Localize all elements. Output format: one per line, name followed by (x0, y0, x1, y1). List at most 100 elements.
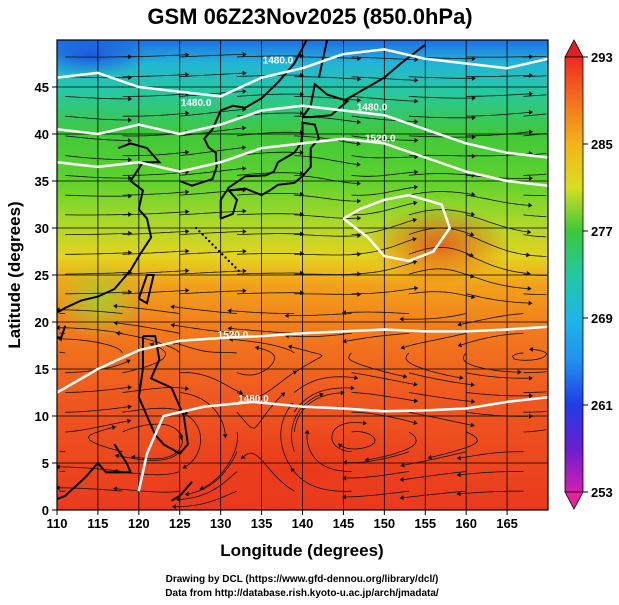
streamline (180, 471, 238, 500)
streamline (236, 372, 294, 398)
streamline (466, 372, 529, 379)
streamline (231, 310, 295, 314)
streamline-arrow (412, 259, 418, 265)
streamline-arrow (413, 381, 418, 387)
streamline-arrow (170, 304, 175, 310)
coastline (137, 335, 189, 455)
streamline-arrow (457, 321, 462, 327)
streamline (466, 392, 530, 397)
streamline (403, 471, 467, 480)
streamline-arrow (399, 316, 404, 322)
height-contours (57, 48, 548, 492)
y-tick-label: 10 (35, 409, 49, 424)
streamline-arrow (549, 292, 553, 297)
streamline (294, 175, 357, 184)
streamline (236, 292, 300, 295)
streamline (460, 471, 524, 476)
streamline-arrow (529, 175, 534, 181)
streamline (351, 96, 415, 102)
streamline-arrow (242, 248, 247, 254)
streamline (65, 115, 129, 121)
streamline (294, 135, 357, 145)
streamline-arrow (528, 91, 534, 97)
plot-area: 1480.0 1480.0 1480.0 1520.0 1520.0 1480.0 (53, 40, 553, 510)
y-axis-ticks: 0 5 10 15 20 25 30 35 40 45 (35, 80, 57, 518)
streamline (119, 333, 181, 354)
warm-core (370, 205, 510, 285)
streamline (351, 135, 415, 141)
streamline (65, 272, 129, 275)
streamline (408, 411, 471, 426)
streamline (65, 387, 129, 393)
streamline (345, 311, 409, 314)
streamline-arrow (128, 117, 133, 123)
coastline (171, 481, 193, 502)
streamline (294, 76, 358, 80)
streamline-arrow (517, 369, 522, 375)
streamline-arrow (185, 149, 190, 155)
streamline-arrow (111, 425, 117, 431)
x-tick-label: 155 (414, 516, 436, 531)
streamline-arrow (299, 91, 304, 97)
height-contour (137, 395, 548, 492)
streamline (288, 313, 352, 316)
streamline-arrow (413, 420, 418, 426)
streamline (294, 194, 358, 202)
streamline-arrow (53, 449, 57, 454)
streamline-arrow (549, 111, 553, 116)
streamline-arrow (362, 420, 368, 426)
colorbar-scale (564, 56, 584, 493)
coastline (317, 40, 329, 78)
streamline-arrow (342, 338, 347, 344)
streamline (288, 332, 352, 337)
y-tick-label: 45 (35, 80, 49, 95)
streamline-arrow (526, 270, 531, 276)
streamline-arrow (130, 454, 136, 460)
streamline (351, 56, 415, 61)
x-tick-label: 145 (333, 516, 355, 531)
streamline (116, 488, 180, 493)
streamline-arrow (128, 96, 133, 102)
streamline-arrow (529, 346, 534, 352)
island-dot (227, 259, 231, 263)
streamline (243, 452, 295, 492)
streamline (466, 411, 530, 417)
streamline-arrow (115, 330, 120, 336)
streamline-arrow (549, 214, 553, 219)
colorbar: 293 285 277 269 261 253 (564, 39, 613, 510)
streamline (122, 93, 186, 97)
x-tick-label: 150 (373, 516, 395, 531)
x-tick-label: 135 (251, 516, 273, 531)
streamline (59, 487, 123, 492)
streamline-arrow (238, 389, 244, 395)
streamline-arrow (549, 273, 553, 278)
streamline (59, 327, 123, 334)
streamline-arrow (414, 285, 419, 291)
streamline (403, 490, 467, 499)
streamline (122, 387, 186, 393)
streamline (179, 210, 243, 216)
streamline-arrow (185, 189, 190, 195)
colorbar-label: 293 (591, 50, 613, 65)
streamline (179, 72, 243, 78)
streamline-arrow (414, 137, 419, 143)
streamline-arrow (299, 231, 305, 237)
streamline-arrow (350, 385, 355, 391)
x-axis-ticks: 110 115 120 125 130 135 140 145 150 155 160 165 (47, 510, 518, 531)
streamline-arrow (471, 56, 476, 62)
streamline-arrow (304, 429, 310, 435)
contour-label: 1480.0 (263, 56, 294, 67)
streamline-arrow (471, 398, 476, 404)
streamline (174, 342, 238, 354)
streamline (294, 234, 358, 237)
streamline-arrow (53, 469, 57, 474)
streamline (122, 54, 186, 58)
streamline (122, 407, 186, 413)
island-dot (201, 233, 204, 236)
height-contour (57, 48, 548, 98)
streamline (351, 411, 414, 423)
streamline (408, 76, 472, 79)
streamline (346, 490, 409, 498)
streamline-arrow (456, 472, 461, 478)
streamline-arrow (242, 208, 247, 214)
